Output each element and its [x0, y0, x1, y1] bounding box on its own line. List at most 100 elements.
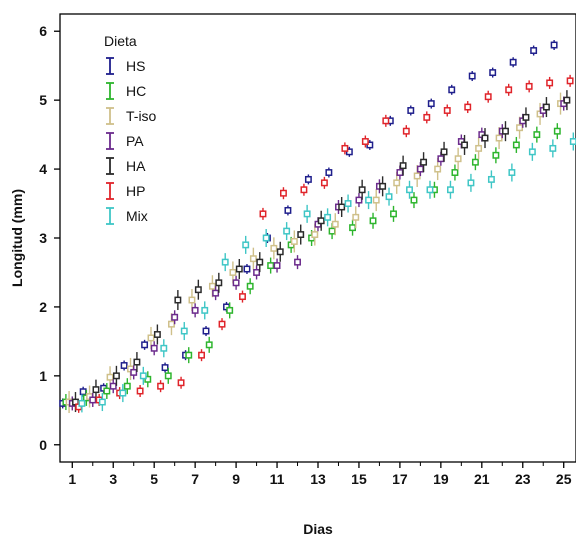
data-point: [530, 47, 538, 54]
data-point: [78, 399, 86, 407]
data-point: [283, 227, 291, 235]
data-point: [242, 241, 250, 249]
data-point: [98, 398, 106, 406]
legend-entry: PA: [106, 132, 144, 150]
data-point: [390, 210, 397, 218]
data-point: [208, 282, 216, 290]
data-point: [109, 382, 117, 390]
data-point: [464, 103, 472, 111]
data-point: [79, 388, 87, 396]
data-point: [451, 169, 459, 176]
x-tick-label: 3: [109, 471, 117, 487]
data-point: [226, 306, 234, 314]
data-point: [550, 41, 558, 49]
data-point: [177, 379, 185, 387]
data-point: [399, 162, 407, 170]
y-tick-label: 1: [39, 368, 47, 384]
x-axis: 1 3 5 7 9 11 13 15 17 19 21 23 25: [68, 462, 572, 487]
data-point: [120, 362, 128, 369]
y-tick-label: 3: [39, 230, 47, 246]
data-point: [212, 289, 220, 297]
data-point: [229, 269, 237, 276]
data-point: [355, 196, 363, 204]
data-point: [320, 179, 328, 187]
data-point: [194, 286, 202, 294]
series-hc: [62, 123, 561, 411]
data-point: [139, 372, 147, 380]
data-point: [358, 186, 366, 194]
y-tick-label: 6: [39, 23, 47, 39]
data-point: [235, 265, 243, 273]
data-point: [325, 169, 333, 176]
data-marks: [59, 40, 576, 414]
legend-label: HS: [126, 58, 145, 74]
data-point: [406, 186, 413, 194]
data-point: [447, 186, 454, 194]
y-tick-label: 2: [39, 299, 47, 315]
legend-entry: HP: [106, 182, 145, 200]
data-point: [344, 200, 352, 207]
data-point: [311, 231, 319, 239]
data-point: [317, 217, 325, 225]
data-point: [379, 182, 387, 190]
data-point: [569, 138, 576, 145]
data-point: [454, 155, 462, 163]
data-point: [440, 148, 448, 156]
data-point: [215, 279, 223, 287]
legend-entry: Mix: [106, 207, 148, 225]
data-point: [385, 193, 393, 201]
data-point: [525, 82, 533, 90]
data-point: [290, 237, 298, 245]
data-point: [232, 279, 240, 287]
data-point: [180, 327, 188, 335]
data-point: [566, 77, 574, 85]
x-tick-label: 7: [191, 471, 199, 487]
data-point: [130, 368, 138, 376]
data-point: [349, 224, 357, 232]
data-point: [284, 206, 292, 214]
data-point: [239, 293, 246, 301]
data-point: [119, 389, 127, 397]
data-point: [202, 327, 210, 335]
data-point: [369, 217, 377, 225]
data-point: [221, 258, 229, 266]
y-axis: 0 1 2 3 4 5 6: [39, 23, 60, 453]
data-point: [300, 186, 308, 194]
data-point: [276, 248, 284, 256]
legend-entry: T-iso: [106, 107, 157, 125]
data-point: [467, 179, 475, 187]
x-tick-label: 23: [515, 471, 531, 487]
data-point: [103, 387, 111, 395]
x-tick-label: 21: [474, 471, 490, 487]
data-point: [546, 79, 554, 87]
data-point: [256, 258, 264, 266]
y-axis-label: Longitud (mm): [9, 189, 25, 287]
x-tick-label: 13: [310, 471, 326, 487]
x-tick-label: 11: [270, 471, 285, 487]
data-point: [563, 96, 571, 104]
data-point: [279, 189, 287, 197]
data-point: [475, 144, 483, 152]
data-point: [328, 227, 336, 235]
x-axis-label: Dias: [303, 521, 333, 537]
data-point: [427, 100, 435, 108]
data-point: [410, 196, 418, 204]
data-point: [481, 134, 489, 142]
data-point: [218, 320, 226, 328]
data-point: [174, 296, 182, 304]
data-point: [157, 382, 165, 390]
data-point: [191, 306, 199, 314]
data-point: [361, 138, 369, 145]
data-point: [495, 134, 503, 142]
data-point: [324, 213, 332, 221]
data-point: [533, 131, 541, 139]
legend-entry: HS: [106, 57, 145, 75]
data-point: [489, 69, 497, 77]
data-point: [352, 213, 360, 221]
data-point: [542, 103, 550, 111]
data-point: [136, 387, 144, 395]
data-point: [147, 334, 155, 342]
data-point: [160, 344, 168, 352]
data-point: [487, 175, 495, 183]
data-point: [259, 210, 267, 218]
